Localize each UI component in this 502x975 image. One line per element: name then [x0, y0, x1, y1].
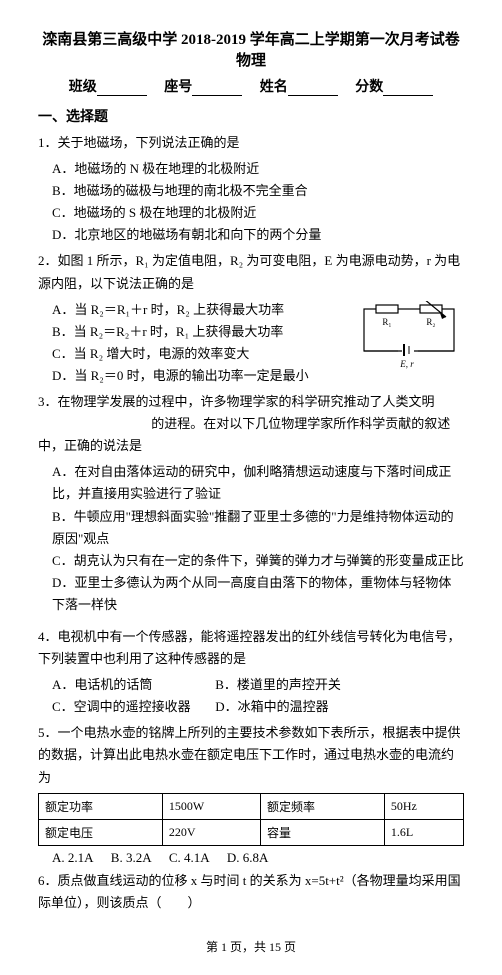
q5-opt-d: D. 6.8A [227, 850, 269, 865]
q3-opt-d: D．亚里士多德认为两个从同一高度自由落下的物体，重物体与轻物体下落一样快 [52, 572, 464, 616]
q1-opt-a: A．地磁场的 N 极在地理的北极附近 [52, 158, 464, 180]
class-blank[interactable] [97, 81, 147, 96]
cell-power-value: 1500W [162, 793, 260, 819]
table-row: 额定功率 1500W 额定频率 50Hz [39, 793, 464, 819]
circuit-er-label: E, r [399, 359, 414, 369]
name-blank[interactable] [288, 81, 338, 96]
seat-label: 座号 [164, 80, 192, 95]
cell-cap-value: 1.6L [384, 819, 463, 845]
q3-stem-b: 的进程。在对以下几位物理学家所作科学贡献的叙述中，正确的说法是 [38, 416, 450, 453]
q4-row2: C．空调中的遥控接收器 D．冰箱中的温控器 [52, 696, 464, 718]
circuit-diagram: R₁ R₂ E, r [354, 301, 464, 375]
q5-opt-a: A. 2.1A [52, 850, 94, 865]
q1-opt-d: D．北京地区的地磁场有朝北和向下的两个分量 [52, 224, 464, 246]
q5-options: A. 2.1A B. 3.2A C. 4.1A D. 6.8A [52, 850, 464, 866]
section-1-heading: 一、选择题 [38, 106, 464, 126]
q5-stem: 5．一个电热水壶的铭牌上所列的主要技术参数如下表所示，根据表中提供的数据，计算出… [38, 722, 464, 788]
score-blank[interactable] [383, 81, 433, 96]
name-label: 姓名 [260, 80, 288, 95]
circuit-r1-label: R₁ [382, 317, 391, 327]
circuit-r2-label: R₂ [426, 317, 435, 327]
cell-volt-label: 额定电压 [39, 819, 163, 845]
cell-power-label: 额定功率 [39, 793, 163, 819]
q4-opt-a: A．电话机的话筒 [52, 674, 212, 696]
q5-table: 额定功率 1500W 额定频率 50Hz 额定电压 220V 容量 1.6L [38, 793, 464, 846]
q4-opt-c: C．空调中的遥控接收器 [52, 696, 212, 718]
q4-opt-d: D．冰箱中的温控器 [215, 699, 328, 714]
q4-opt-b: B．楼道里的声控开关 [215, 677, 341, 692]
q5-opt-c: C. 4.1A [169, 850, 210, 865]
q1-stem: 1．关于地磁场，下列说法正确的是 [38, 132, 464, 154]
exam-title: 滦南县第三高级中学 2018-2019 学年高二上学期第一次月考试卷物理 [38, 28, 464, 70]
cell-freq-label: 额定频率 [260, 793, 384, 819]
cell-cap-label: 容量 [260, 819, 384, 845]
cell-freq-value: 50Hz [384, 793, 463, 819]
q2-stem: 2．如图 1 所示，R₁ 为定值电阻，R₂ 为可变电阻，E 为电源电动势，r 为… [38, 250, 464, 294]
seat-blank[interactable] [192, 81, 242, 96]
class-label: 班级 [69, 80, 97, 95]
q3-opt-a: A．在对自由落体运动的研究中，伽利略猜想运动速度与下落时间成正比，并直接用实验进… [52, 461, 464, 505]
q3-opt-b: B．牛顿应用"理想斜面实验"推翻了亚里士多德的"力是维持物体运动的原因"观点 [52, 506, 464, 550]
cell-volt-value: 220V [162, 819, 260, 845]
q6-stem: 6．质点做直线运动的位移 x 与时间 t 的关系为 x=5t+t²（各物理量均采… [38, 870, 464, 914]
q3-stem: 3．在物理学发展的过程中，许多物理学家的科学研究推动了人类文明 的进程。在对以下… [38, 391, 464, 457]
score-label: 分数 [355, 80, 383, 95]
page-footer: 第 1 页，共 15 页 [38, 938, 464, 955]
q4-stem: 4．电视机中有一个传感器，能将遥控器发出的红外线信号转化为电信号，下列装置中也利… [38, 626, 464, 670]
header-row: 班级 座号 姓名 分数 [38, 76, 464, 96]
q5-opt-b: B. 3.2A [111, 850, 152, 865]
q4-row1: A．电话机的话筒 B．楼道里的声控开关 [52, 674, 464, 696]
q1-opt-c: C．地磁场的 S 极在地理的北极附近 [52, 202, 464, 224]
table-row: 额定电压 220V 容量 1.6L [39, 819, 464, 845]
q3-opt-c: C．胡克认为只有在一定的条件下，弹簧的弹力才与弹簧的形变量成正比 [52, 550, 464, 572]
q3-stem-a: 3．在物理学发展的过程中，许多物理学家的科学研究推动了人类文明 [38, 394, 435, 409]
q1-opt-b: B．地磁场的磁极与地理的南北极不完全重合 [52, 180, 464, 202]
